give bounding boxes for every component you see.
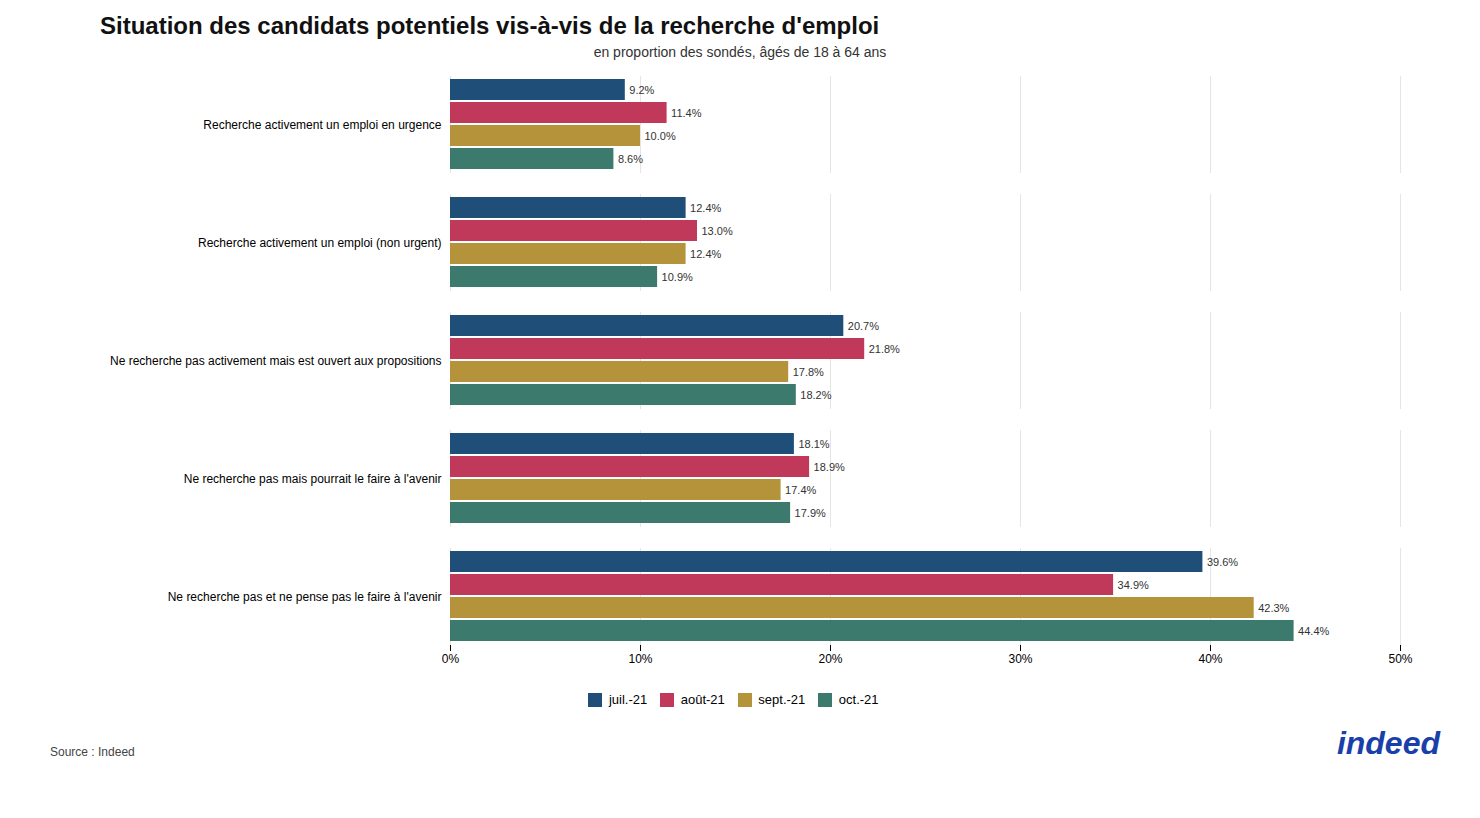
svg-text:44.4%: 44.4% <box>1298 625 1329 637</box>
html-text:oct.-21: oct.-21 <box>838 692 879 707</box>
svg-text:20.7%: 20.7% <box>848 320 879 332</box>
svg-text:10%: 10% <box>628 652 652 666</box>
svg-text:18.2%: 18.2% <box>800 389 831 401</box>
html-text:en proportion des sondés, âgés: en proportion des sondés, âgés de 18 à 6… <box>593 44 887 60</box>
svg-text:34.9%: 34.9% <box>1118 579 1149 591</box>
svg-text:9.2%: 9.2% <box>629 84 654 96</box>
svg-text:17.8%: 17.8% <box>793 366 824 378</box>
svg-text:12.4%: 12.4% <box>690 248 721 260</box>
svg-text:Ne recherche pas et ne pense p: Ne recherche pas et ne pense pas le fair… <box>168 590 442 604</box>
svg-text:13.0%: 13.0% <box>702 225 733 237</box>
html-text:indeed: indeed <box>1336 724 1440 761</box>
svg-text:20%: 20% <box>818 652 842 666</box>
svg-text:17.9%: 17.9% <box>795 507 826 519</box>
svg-text:12.4%: 12.4% <box>690 202 721 214</box>
svg-text:18.9%: 18.9% <box>814 461 845 473</box>
svg-text:10.9%: 10.9% <box>662 271 693 283</box>
svg-text:40%: 40% <box>1198 652 1222 666</box>
svg-text:18.1%: 18.1% <box>798 438 829 450</box>
svg-text:Recherche activement un emploi: Recherche activement un emploi en urgenc… <box>203 118 441 132</box>
svg-text:42.3%: 42.3% <box>1258 602 1289 614</box>
html-text:juil.-21: juil.-21 <box>608 692 648 707</box>
html-text:Situation des candidats potent: Situation des candidats potentiels vis-à… <box>100 12 880 39</box>
svg-text:Ne recherche pas mais pourrait: Ne recherche pas mais pourrait le faire … <box>184 472 442 486</box>
svg-text:10.0%: 10.0% <box>645 130 676 142</box>
html-text:sept.-21: sept.-21 <box>758 692 806 707</box>
html-text:Source : Indeed: Source : Indeed <box>50 744 135 759</box>
svg-text:11.4%: 11.4% <box>671 107 702 119</box>
svg-text:0%: 0% <box>442 652 460 666</box>
svg-text:8.6%: 8.6% <box>618 153 643 165</box>
svg-text:Ne recherche pas activement ma: Ne recherche pas activement mais est ouv… <box>110 354 442 368</box>
svg-text:30%: 30% <box>1008 652 1032 666</box>
svg-text:50%: 50% <box>1388 652 1412 666</box>
svg-text:21.8%: 21.8% <box>869 343 900 355</box>
html-text:août-21: août-21 <box>680 692 725 707</box>
svg-text:39.6%: 39.6% <box>1207 556 1238 568</box>
svg-text:17.4%: 17.4% <box>785 484 816 496</box>
svg-text:Recherche activement un emploi: Recherche activement un emploi (non urge… <box>198 236 441 250</box>
